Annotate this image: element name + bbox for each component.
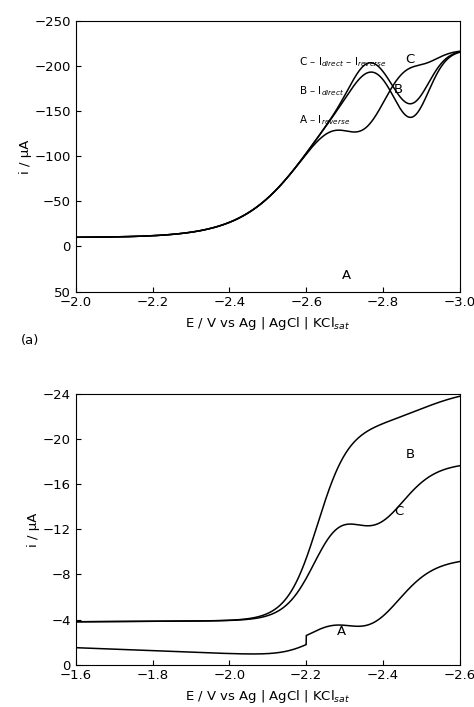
Text: A: A <box>342 269 351 282</box>
Text: A: A <box>337 625 346 638</box>
Text: C – I$_{direct}$ – I$_{reverse}$: C – I$_{direct}$ – I$_{reverse}$ <box>299 55 386 69</box>
X-axis label: E / V vs Ag | AgCl | KCl$_{sat}$: E / V vs Ag | AgCl | KCl$_{sat}$ <box>185 315 350 332</box>
Text: (a): (a) <box>20 334 39 346</box>
Text: C: C <box>394 505 404 518</box>
X-axis label: E / V vs Ag | AgCl | KCl$_{sat}$: E / V vs Ag | AgCl | KCl$_{sat}$ <box>185 688 350 705</box>
Y-axis label: i / μA: i / μA <box>18 139 32 173</box>
Text: B: B <box>394 83 403 96</box>
Text: A – I$_{reverse}$: A – I$_{reverse}$ <box>299 113 350 127</box>
Text: B – I$_{direct}$: B – I$_{direct}$ <box>299 84 344 98</box>
Y-axis label: i / μA: i / μA <box>27 513 40 547</box>
Text: C: C <box>405 52 414 66</box>
Text: B: B <box>406 448 415 462</box>
